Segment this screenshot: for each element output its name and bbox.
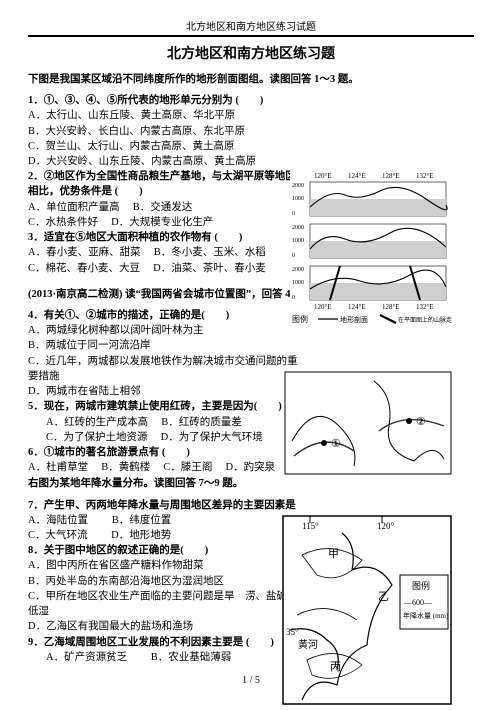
q8-opt-b: B．丙处半岛的东南部沿海地区为湿润地区 bbox=[28, 574, 302, 589]
svg-text:①: ① bbox=[331, 438, 341, 450]
q8-opt-c: C．甲所在地区农业生产面临的主要问题是旱 涝、盐碱和低湿 bbox=[28, 589, 302, 619]
q9-opt-a: A．矿产资源贫乏 bbox=[46, 652, 127, 663]
q4-opt-d: D．两城市在省陆上相邻 bbox=[28, 384, 302, 399]
svg-text:1000: 1000 bbox=[292, 280, 304, 286]
svg-text:丙: 丙 bbox=[330, 661, 341, 673]
q6-opt-c: C．滕王阁 bbox=[163, 462, 212, 473]
svg-text:132°E: 132°E bbox=[416, 172, 434, 180]
svg-text:甲: 甲 bbox=[328, 548, 339, 560]
svg-text:0: 0 bbox=[292, 253, 295, 259]
q4: 4．有关①、②城市的描述，正确的是( ) bbox=[28, 310, 229, 321]
q3-opt-c: C．棉花、春小麦、大豆 bbox=[28, 263, 140, 274]
q2-opt-c: C．水热条件好 bbox=[28, 217, 98, 228]
q5-opt-a: A．红砖的生产成本高 bbox=[46, 417, 148, 428]
svg-text:2000: 2000 bbox=[292, 183, 304, 189]
svg-text:132°E: 132°E bbox=[416, 303, 434, 311]
svg-text:年降水量 (mm): 年降水量 (mm) bbox=[403, 611, 449, 620]
q1-opt-d: D．大兴安岭、山东丘陵、内蒙古高原、黄土高原 bbox=[28, 154, 302, 169]
q1: 1．①、③、④、⑤所代表的地形单元分别为 ( ) bbox=[28, 95, 263, 106]
q4-opt-c: C．近几年，两城都以发展地铁作为解决城市交通问题的重要措施 bbox=[28, 354, 302, 384]
q2-opt-a: A．单位面积产量高 bbox=[28, 202, 120, 213]
figure-city-map: ① ② bbox=[284, 371, 452, 475]
q2-opt-b: B．交通发达 bbox=[133, 202, 193, 213]
q2: 2．②地区作为全国性商品粮生产基地，与太湖平原等地区相比，优势条件是 ( ) bbox=[28, 171, 296, 197]
lead-1: 下图是我国某区域沿不同纬度所作的地形剖面图组。读图回答 1～3 题。 bbox=[28, 73, 474, 87]
svg-text:黄河: 黄河 bbox=[298, 638, 318, 651]
q7: 7．产生甲、丙两地年降水量与周围地区差异的主要因素是 bbox=[28, 500, 296, 511]
q7-opt-a: A．海陆位置 bbox=[28, 515, 88, 526]
lead-3: 右图为某地年降水量分布。读图回答 7～9 题。 bbox=[28, 477, 474, 491]
q8: 8．关于图中地区的叙述正确的是( ) bbox=[28, 545, 208, 556]
svg-text:在平面图上的山脉走向: 在平面图上的山脉走向 bbox=[398, 316, 452, 324]
q7-opt-d: D．地形地势 bbox=[111, 530, 171, 541]
figure-profile-chart: 120°E 124°E 128°E 132°E 2000 1000 0 bbox=[290, 169, 452, 327]
q3-opt-a: A．春小麦、亚麻、甜菜 bbox=[28, 247, 141, 258]
q1-opt-c: C．贺兰山、太行山、内蒙古高原、黄土高原 bbox=[28, 139, 302, 154]
svg-text:1000: 1000 bbox=[292, 238, 304, 244]
q3-opt-b: B．冬小麦、玉米、水稻 bbox=[154, 247, 266, 258]
svg-text:124°E: 124°E bbox=[348, 172, 366, 180]
svg-text:2000: 2000 bbox=[292, 225, 304, 231]
svg-text:图例: 图例 bbox=[412, 580, 430, 591]
svg-text:地形剖面: 地形剖面 bbox=[340, 315, 368, 324]
svg-text:乙: 乙 bbox=[378, 590, 389, 603]
q5-opt-d: D．为了保护大气环境 bbox=[161, 432, 263, 443]
q6-opt-a: A．杜甫草堂 bbox=[28, 462, 88, 473]
main-title: 北方地区和南方地区练习题 bbox=[28, 43, 474, 63]
svg-text:图例: 图例 bbox=[292, 314, 308, 324]
q3: 3．适宜在⑤地区大面积种植的农作物有 ( ) bbox=[28, 232, 242, 243]
svg-text:115°: 115° bbox=[302, 521, 319, 531]
q4-opt-b: B．两城位于同一河流沿岸 bbox=[28, 338, 302, 353]
q5-opt-c: C．为了保护土地资源 bbox=[46, 432, 148, 443]
svg-text:2000: 2000 bbox=[292, 267, 304, 273]
svg-text:120°E: 120°E bbox=[314, 303, 332, 311]
svg-text:128°E: 128°E bbox=[382, 303, 400, 311]
head-rule bbox=[28, 35, 474, 37]
q8-opt-a: A．图中丙所在省区盛产糖料作物甜菜 bbox=[28, 558, 302, 573]
svg-text:128°E: 128°E bbox=[382, 172, 400, 180]
svg-text:—600—: —600— bbox=[403, 598, 433, 607]
q6-opt-d: D．趵突泉 bbox=[226, 462, 276, 473]
q6: 6．①城市的著名旅游景点有 ( ) bbox=[28, 447, 190, 458]
q1-opt-b: B．大兴安岭、长白山、内蒙古高原、东北平原 bbox=[28, 124, 302, 139]
q9: 9．乙海域周围地区工业发展的不利因素主要是 ( ) bbox=[28, 637, 274, 648]
svg-text:0: 0 bbox=[292, 295, 295, 301]
q9-opt-b: B．农业基础薄弱 bbox=[151, 652, 232, 663]
svg-text:②: ② bbox=[416, 416, 426, 428]
running-head: 北方地区和南方地区练习试题 bbox=[28, 18, 474, 33]
svg-text:120°: 120° bbox=[377, 521, 395, 531]
svg-text:120°E: 120°E bbox=[314, 172, 332, 180]
svg-text:124°E: 124°E bbox=[348, 303, 366, 311]
q5-opt-b: B．红砖的质量差 bbox=[161, 417, 242, 428]
q3-opt-d: D．油菜、茶叶、春小麦 bbox=[153, 263, 266, 274]
figure-precip-map: 115° 120° 35° 黄河 甲 乙 丙 图例 —6 bbox=[282, 515, 452, 705]
q5: 5．现在，两城市建筑禁止使用红砖，主要是因为( ) bbox=[28, 401, 282, 412]
q7-opt-b: B．纬度位置 bbox=[112, 515, 172, 526]
svg-text:1000: 1000 bbox=[292, 196, 304, 202]
q7-opt-c: C．大气环流 bbox=[28, 530, 88, 541]
q1-opt-a: A．太行山、山东丘陵、黄土高原、华北平原 bbox=[28, 108, 302, 123]
q4-opt-a: A．两城绿化树种都以阔叶阔叶林为主 bbox=[28, 323, 302, 338]
q6-opt-b: B．黄鹤楼 bbox=[101, 462, 150, 473]
svg-text:0: 0 bbox=[292, 211, 295, 217]
q8-opt-d: D．乙海区有我国最大的盐场和渔场 bbox=[28, 619, 302, 634]
q2-opt-d: D．大规模专业化生产 bbox=[111, 217, 213, 228]
